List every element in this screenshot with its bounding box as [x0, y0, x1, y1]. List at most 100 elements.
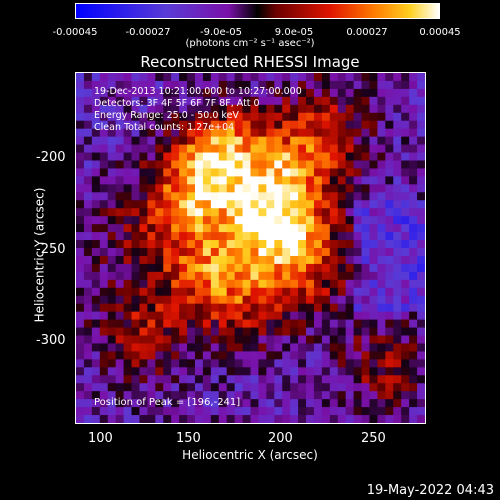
heatmap-cell: [409, 96, 418, 106]
heatmap-cell: [202, 367, 212, 376]
heatmap-cell: [321, 343, 331, 352]
heatmap-cell: [107, 200, 117, 209]
heatmap-cell: [123, 104, 133, 114]
heatmap-cell: [353, 168, 363, 177]
heatmap-cell: [313, 152, 323, 162]
heatmap-cell: [83, 383, 93, 392]
heatmap-cell: [337, 208, 347, 217]
heatmap-cell: [274, 255, 283, 265]
heatmap-cell: [226, 136, 236, 146]
heatmap-cell: [218, 216, 228, 225]
heatmap-cell: [329, 295, 339, 305]
heatmap-cell: [99, 176, 109, 185]
heatmap-cell: [290, 367, 299, 376]
heatmap-cell: [290, 271, 299, 281]
heatmap-cell: [234, 383, 244, 392]
heatmap-cell: [417, 319, 425, 329]
heatmap-cell: [147, 335, 156, 345]
heatmap-cell: [91, 192, 101, 201]
heatmap-cell: [218, 160, 228, 170]
heatmap-cell: [139, 359, 148, 368]
heatmap-cell: [345, 248, 355, 257]
heatmap-cell: [155, 287, 164, 297]
heatmap-cell: [202, 160, 212, 170]
heatmap-cell: [345, 152, 355, 162]
heatmap-cell: [202, 104, 212, 114]
heatmap-cell: [147, 303, 156, 313]
heatmap-cell: [306, 343, 315, 352]
heatmap-cell: [163, 176, 172, 185]
heatmap-cell: [377, 295, 386, 305]
heatmap-cell: [194, 407, 204, 416]
heatmap-cell: [337, 160, 347, 170]
heatmap-cell: [210, 399, 220, 408]
heatmap-cell: [163, 224, 172, 233]
heatmap-cell: [147, 208, 156, 217]
heatmap-cell: [306, 367, 315, 376]
heatmap-cell: [393, 391, 402, 400]
heatmap-cell: [306, 232, 315, 241]
heatmap-cell: [234, 415, 244, 423]
heatmap-cell: [282, 120, 291, 130]
heatmap-cell: [187, 216, 196, 225]
heatmap-cell: [210, 375, 220, 384]
heatmap-cell: [361, 80, 371, 90]
heatmap-cell: [210, 343, 220, 352]
heatmap-cell: [337, 248, 347, 257]
heatmap-cell: [210, 208, 220, 217]
heatmap-cell: [385, 415, 394, 423]
heatmap-cell: [401, 375, 410, 384]
time-range-text: 19-Dec-2013 10:21:00.000 to 10:27:00.000: [94, 86, 302, 97]
heatmap-cell: [306, 96, 315, 106]
heatmap-cell: [329, 367, 339, 376]
heatmap-cell: [107, 128, 117, 138]
heatmap-cell: [194, 271, 204, 281]
heatmap-cell: [290, 160, 299, 170]
heatmap-cell: [147, 240, 156, 249]
heatmap-cell: [250, 367, 260, 376]
heatmap-cell: [194, 200, 204, 209]
heatmap-cell: [353, 248, 363, 257]
heatmap-cell: [258, 335, 267, 345]
heatmap-cell: [234, 319, 244, 329]
heatmap-cell: [274, 279, 283, 289]
heatmap-cell: [91, 104, 101, 114]
heatmap-cell: [345, 311, 355, 321]
heatmap-cell: [242, 319, 252, 329]
heatmap-cell: [353, 279, 363, 289]
heatmap-cell: [290, 263, 299, 273]
heatmap-cell: [234, 208, 244, 217]
heatmap-cell: [187, 263, 196, 273]
heatmap-cell: [417, 208, 425, 217]
heatmap-cell: [107, 287, 117, 297]
heatmap-cell: [313, 263, 323, 273]
heatmap-cell: [393, 287, 402, 297]
heatmap-cell: [345, 128, 355, 138]
heatmap-cell: [226, 120, 236, 130]
heatmap-cell: [139, 375, 148, 384]
heatmap-cell: [258, 104, 267, 114]
heatmap-cell: [306, 375, 315, 384]
heatmap-cell: [393, 240, 402, 249]
heatmap-cell: [250, 407, 260, 416]
heatmap-cell: [298, 200, 307, 209]
heatmap-cell: [282, 399, 291, 408]
heatmap-cell: [258, 415, 267, 423]
heatmap-cell: [266, 263, 275, 273]
heatmap-cell: [250, 88, 260, 98]
heatmap-cell: [210, 327, 220, 337]
heatmap-cell: [99, 303, 109, 313]
heatmap-cell: [187, 255, 196, 265]
heatmap-cell: [99, 144, 109, 154]
heatmap-cell: [179, 407, 188, 416]
heatmap-cell: [147, 391, 156, 400]
heatmap-cell: [353, 112, 363, 122]
heatmap-cell: [313, 208, 323, 217]
heatmap-cell: [353, 295, 363, 305]
heatmap-cell: [274, 136, 283, 146]
heatmap-cell: [76, 391, 85, 400]
heatmap-cell: [353, 287, 363, 297]
heatmap-cell: [107, 255, 117, 265]
heatmap-cell: [266, 208, 275, 217]
heatmap-cell: [155, 359, 164, 368]
